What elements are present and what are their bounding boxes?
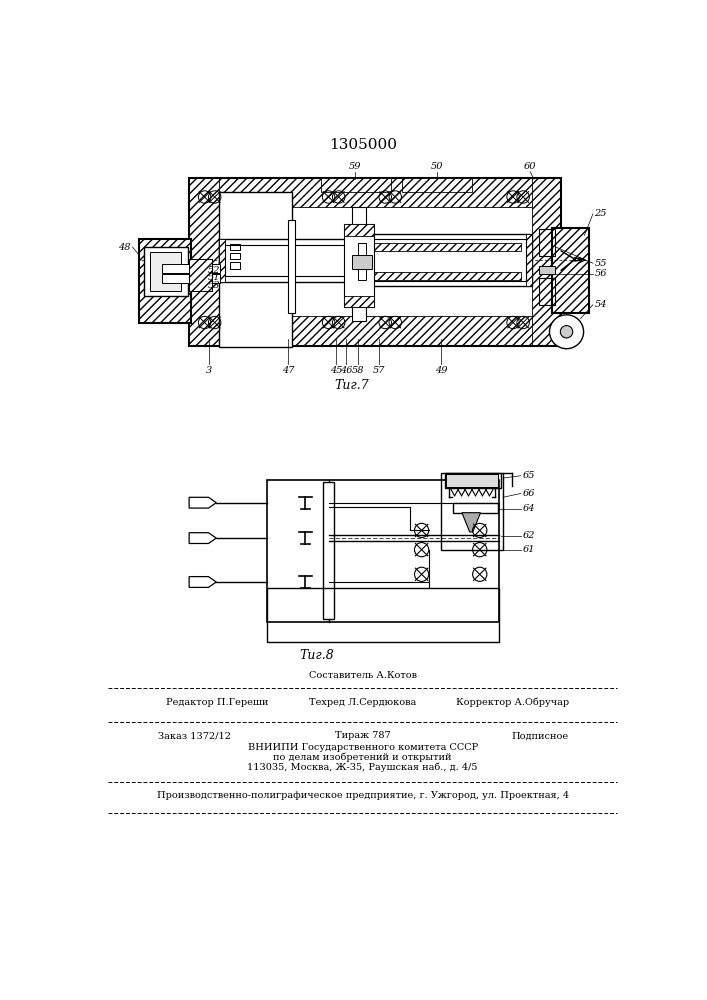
Text: 56: 56 [595,269,607,278]
Bar [162,274,220,283]
Text: 53: 53 [208,281,220,290]
Text: 113035, Москва, Ж-35, Раушская наб., д. 4/5: 113035, Москва, Ж-35, Раушская наб., д. … [247,763,478,772]
Text: Техред Л.Сердюкова: Техред Л.Сердюкова [309,698,416,707]
Text: ВНИИПИ Государственного комитета СССР: ВНИИПИ Государственного комитета СССР [247,743,478,752]
Bar [539,278,555,305]
Bar [358,234,364,286]
Bar [230,253,240,259]
Bar [344,296,373,307]
Bar [371,272,521,280]
Text: 66: 66 [522,489,535,498]
Bar [323,482,334,619]
Bar [144,247,187,296]
Text: 1305000: 1305000 [329,138,397,152]
Bar [344,239,351,282]
Text: Составитель А.Котов: Составитель А.Котов [309,671,416,680]
Text: Заказ 1372/12: Заказ 1372/12 [158,732,231,740]
Text: Редактор П.Гереши: Редактор П.Гереши [166,698,268,707]
Circle shape [549,315,583,349]
Text: 49: 49 [435,366,448,375]
Text: 60: 60 [524,162,537,171]
Bar [526,234,532,286]
Bar [539,229,555,256]
Bar [352,255,372,269]
Bar [321,178,391,192]
Text: 46: 46 [340,366,353,375]
Bar [139,239,192,323]
Text: 58: 58 [352,366,364,375]
Text: 3: 3 [205,366,211,375]
Bar [441,473,503,550]
Bar [358,243,366,280]
Bar [539,266,555,274]
Bar [151,252,182,291]
Text: 48: 48 [119,243,131,252]
Text: 64: 64 [522,504,535,513]
Bar [189,259,212,291]
Polygon shape [462,513,481,532]
Bar [532,178,561,346]
Polygon shape [189,577,216,587]
Text: 50: 50 [431,162,443,171]
Bar [225,245,345,276]
Text: 62: 62 [522,531,535,540]
Circle shape [561,326,573,338]
Text: 61: 61 [522,545,535,554]
Bar [218,239,225,282]
Bar [452,503,498,513]
Bar [344,224,373,307]
Bar [371,243,521,251]
Bar [230,262,240,269]
Bar [162,264,220,273]
Text: 47: 47 [282,366,295,375]
Bar [358,234,532,286]
Polygon shape [189,533,216,544]
Bar [218,192,292,347]
Bar [139,239,192,323]
Bar [344,224,373,235]
Text: Τиг.7: Τиг.7 [334,379,369,392]
Text: 59: 59 [349,162,361,171]
Bar [189,178,218,346]
Text: 25: 25 [595,209,607,218]
Text: 65: 65 [522,471,535,480]
Bar [288,220,295,312]
Text: 57: 57 [373,366,385,375]
Bar [189,178,561,207]
Bar [267,588,499,642]
Text: 45: 45 [330,366,343,375]
Text: 51: 51 [208,273,220,282]
Text: Подписное: Подписное [512,732,569,740]
Text: по делам изобретений и открытий: по делам изобретений и открытий [274,753,452,762]
Text: Производственно-полиграфическое предприятие, г. Ужгород, ул. Проектная, 4: Производственно-полиграфическое предприя… [157,791,569,800]
Text: 55: 55 [595,259,607,268]
Text: Корректор А.Обручар: Корректор А.Обручар [456,697,569,707]
Bar [189,259,212,291]
Bar [445,473,501,488]
Bar [230,244,240,250]
Bar [402,178,472,192]
Text: Тираж 787: Тираж 787 [335,732,390,740]
Bar [552,228,589,312]
Bar [446,474,498,487]
Text: 52: 52 [208,266,220,275]
Polygon shape [189,497,216,508]
Bar [352,207,366,321]
Bar [267,480,499,622]
Text: 54: 54 [595,300,607,309]
Bar [552,228,589,312]
Text: Τиг.8: Τиг.8 [300,649,334,662]
Bar [189,178,561,346]
Bar [366,239,526,281]
Bar [218,239,351,282]
Bar [189,316,561,346]
